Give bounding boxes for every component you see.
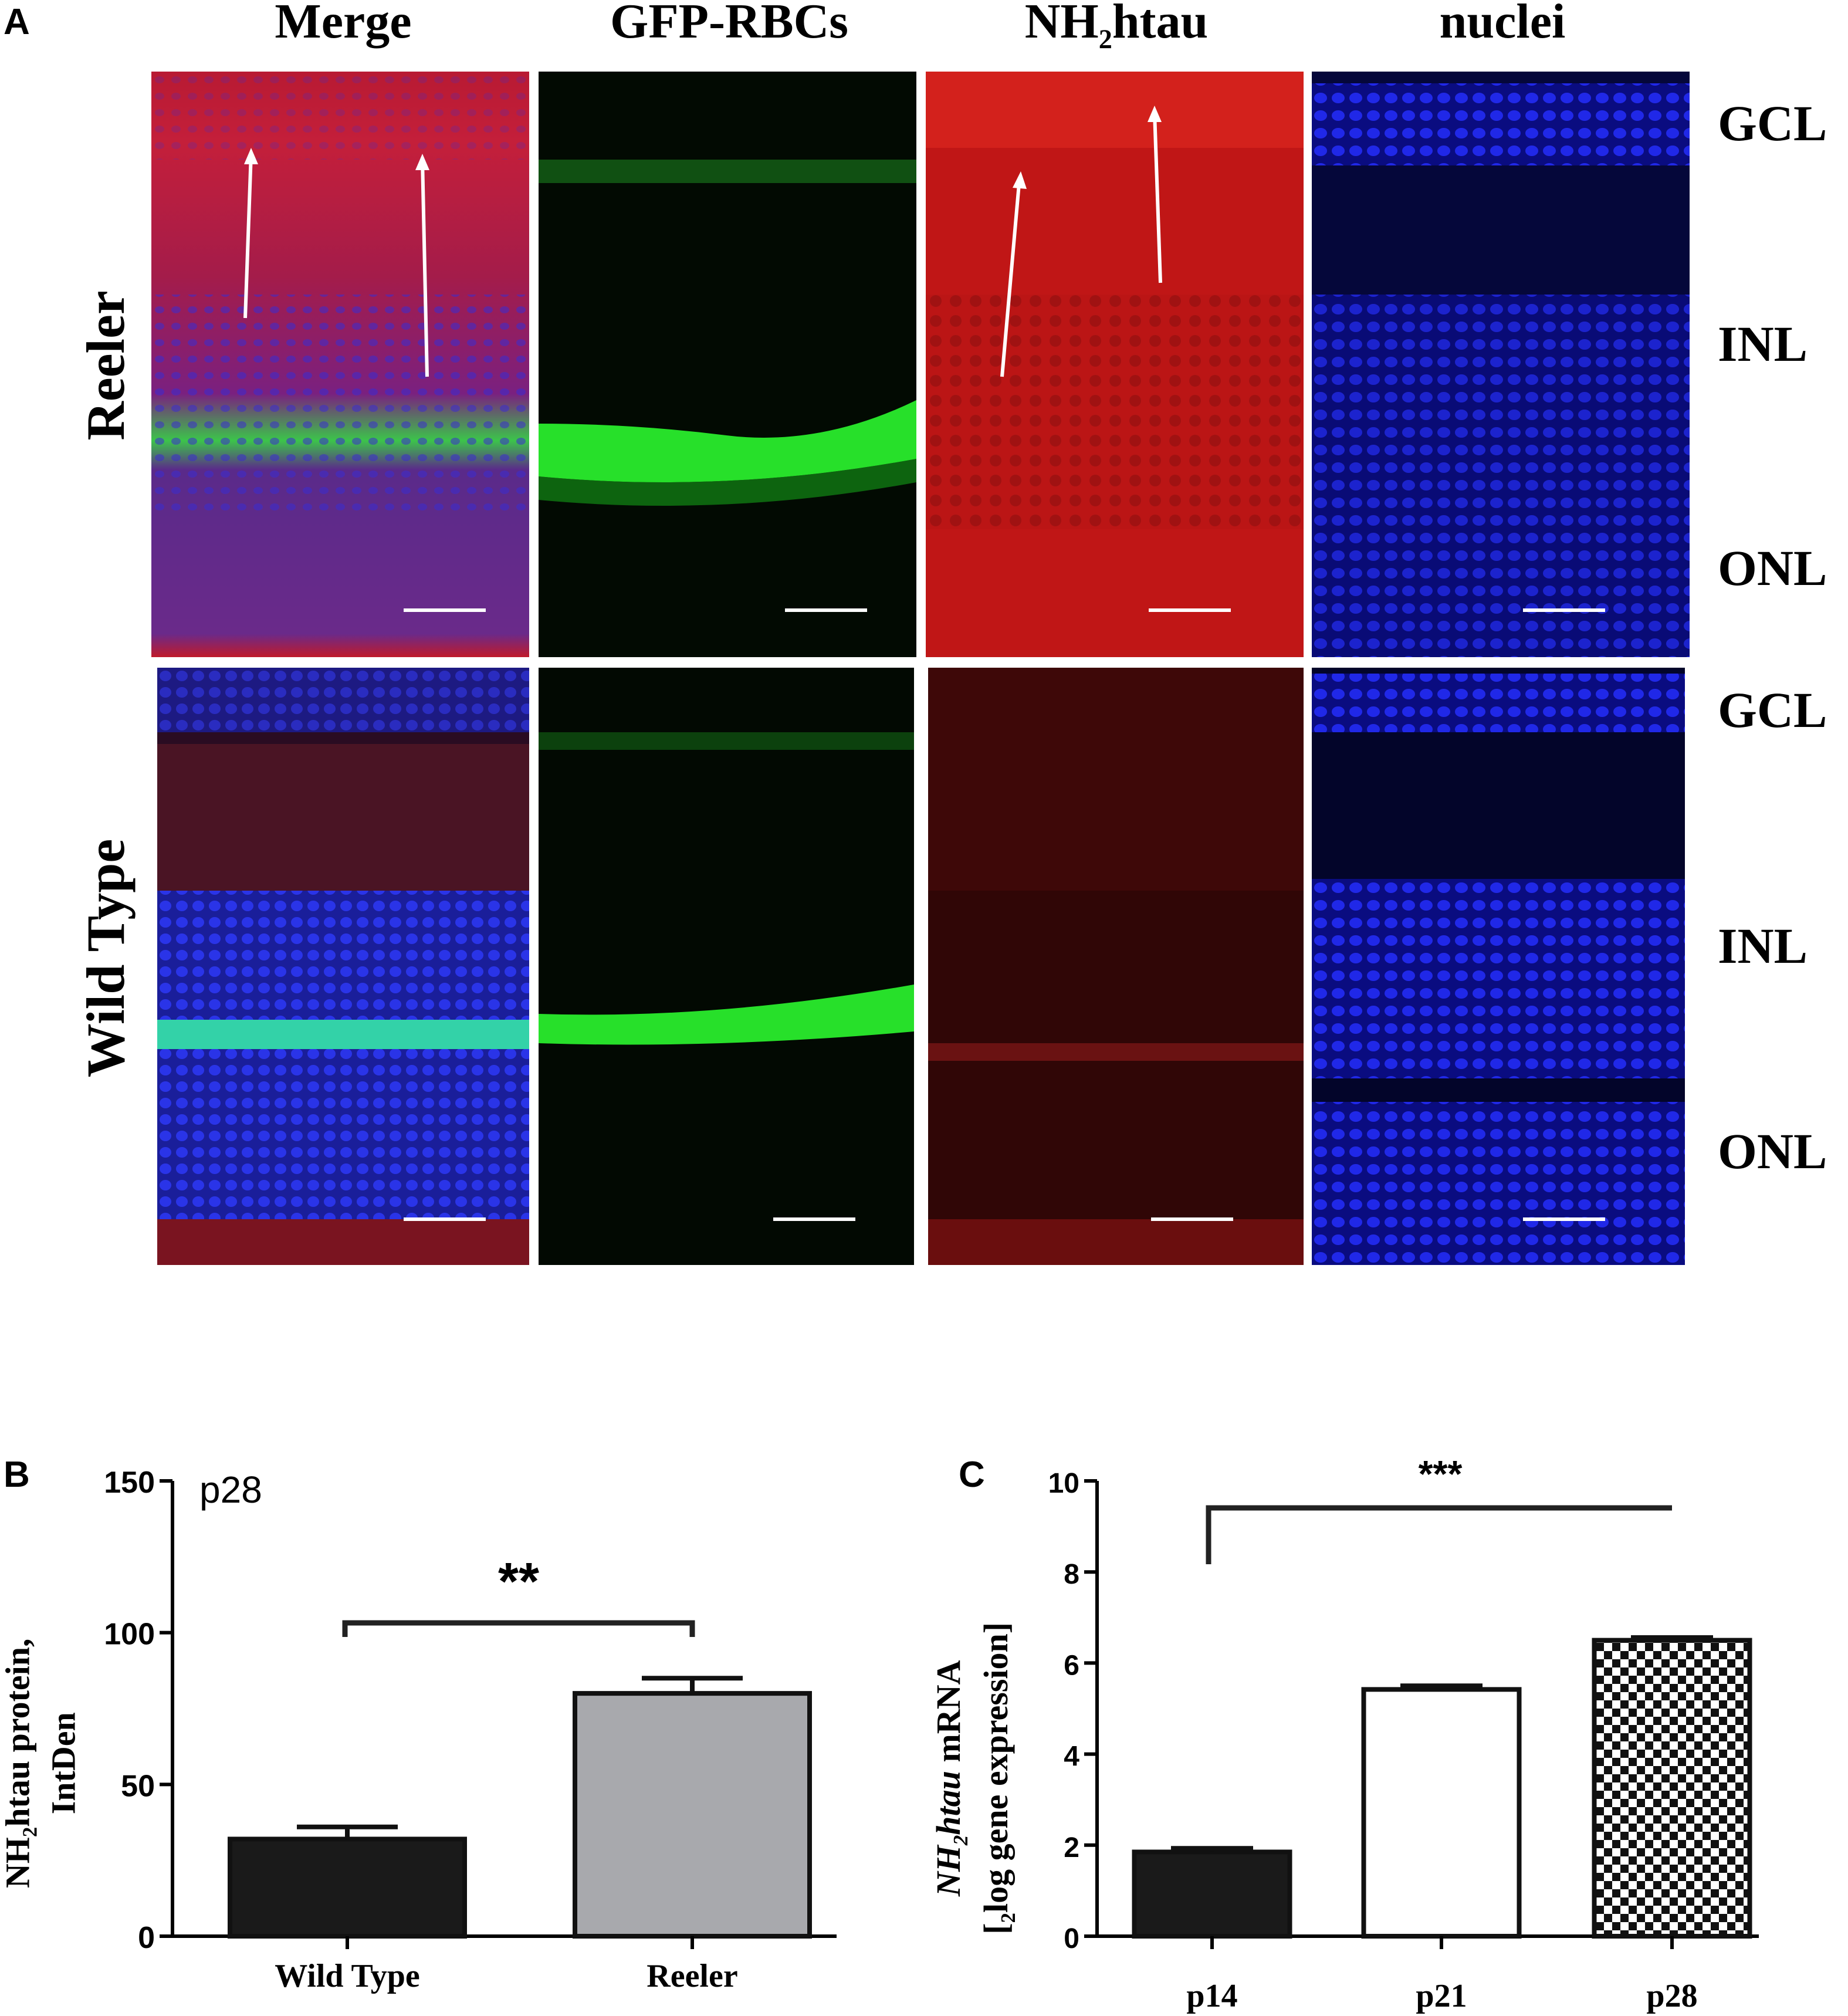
- chart-c: 0 2 4 6 8 10 p14 p21 p28 ***: [939, 0, 1848, 2016]
- y-tick-label: 100: [104, 1618, 155, 1652]
- micrograph-wildtype-nuclei: [1312, 668, 1685, 1265]
- y-tick-label: 150: [104, 1466, 155, 1500]
- y-tick-label: 0: [138, 1921, 155, 1955]
- column-header-nuclei: nuclei: [1439, 0, 1566, 49]
- column-header-sub: 2: [1098, 23, 1112, 54]
- y-tick-label: 10: [1048, 1468, 1079, 1499]
- column-header-htau: htau: [1112, 0, 1209, 49]
- y-tick-label: 4: [1064, 1741, 1079, 1773]
- column-header-nh: NH: [1024, 0, 1099, 49]
- layer-label-inl-top: INL: [1718, 316, 1808, 372]
- micrograph-reeler-merge: [151, 72, 529, 657]
- layer-label-gcl-bottom: GCL: [1718, 682, 1827, 738]
- micrograph-wildtype-red: [928, 668, 1304, 1265]
- micrograph-wildtype-merge: [157, 668, 529, 1265]
- layer-label-inl-bottom: INL: [1718, 918, 1808, 974]
- bar-p21: [1361, 1687, 1522, 1939]
- micrograph-reeler-nuclei: [1312, 72, 1690, 657]
- y-tick-label: 8: [1064, 1559, 1079, 1590]
- bar-p28: [1592, 1638, 1752, 1939]
- chart-b: 0 50 100 150 Wild Type Reeler **: [104, 1466, 837, 1994]
- panel-b-letter: B: [4, 1455, 30, 1495]
- micrograph-reeler-gfp: [539, 72, 916, 657]
- y-tick-label: 50: [121, 1769, 155, 1803]
- chart-b-inset-label: p28: [199, 1469, 262, 1511]
- panel-a-letter: A: [4, 2, 30, 42]
- significance-bracket: [342, 1620, 695, 1637]
- y-tick-label: 2: [1064, 1832, 1079, 1863]
- category-label: p21: [1416, 1978, 1467, 2014]
- bar-reeler: [573, 1691, 812, 1939]
- chart-b-svg: 0 50 100 150 Wild Type Reeler **: [104, 1466, 837, 1994]
- category-label: p28: [1646, 1978, 1697, 2014]
- chart-c-svg: 0 2 4 6 8 10 p14 p21 p28 ***: [1048, 1453, 1759, 2014]
- layer-label-onl-top: ONL: [1718, 540, 1827, 596]
- layer-label-onl-bottom: ONL: [1718, 1123, 1827, 1179]
- category-label: Reeler: [647, 1958, 737, 1994]
- bar-wild-type: [228, 1836, 467, 1939]
- panel-c-letter: C: [959, 1455, 985, 1495]
- layer-label-gcl-top: GCL: [1718, 95, 1827, 151]
- column-header-merge: Merge: [275, 0, 412, 49]
- micrograph-wildtype-gfp: [539, 668, 914, 1265]
- column-header-gfp-rbcs: GFP-RBCs: [610, 0, 848, 49]
- arrow: [243, 153, 253, 319]
- category-label: p14: [1186, 1978, 1237, 2014]
- micrograph-reeler-red: [926, 72, 1304, 657]
- significance-bracket: [1206, 1505, 1672, 1564]
- y-tick-label: 6: [1064, 1650, 1079, 1681]
- significance-stars: ***: [1419, 1453, 1463, 1495]
- y-tick-label: 0: [1064, 1923, 1079, 1954]
- category-label: Wild Type: [275, 1958, 419, 1994]
- significance-stars: **: [498, 1552, 539, 1611]
- column-header-nh2htau: NH2htau: [926, 0, 1307, 55]
- bar-p14: [1132, 1849, 1292, 1939]
